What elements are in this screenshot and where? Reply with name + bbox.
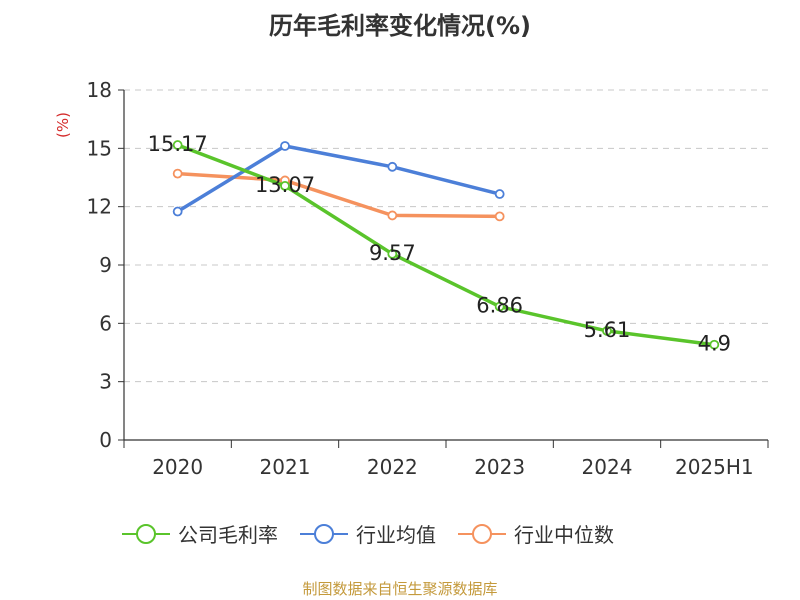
y-tick-label: 9 [99,253,112,277]
data-point [172,206,183,217]
y-axis-label: (%) [54,112,72,138]
legend-swatch [300,523,348,544]
source-note: 制图数据来自恒生聚源数据库 [302,580,498,598]
y-tick-label: 0 [99,428,112,452]
data-point [494,211,505,222]
data-label: 13.07 [255,173,315,197]
data-point [387,161,398,172]
y-tick-label: 15 [87,136,112,160]
x-tick-label: 2023 [474,455,525,479]
x-tick-label: 2024 [582,455,633,479]
legend-item: 行业中位数 [456,519,614,548]
x-tick-label: 2025H1 [675,455,754,479]
data-point [280,141,290,151]
data-point [280,180,290,191]
x-tick-label: 2021 [260,455,311,479]
y-tick-label: 3 [99,370,112,394]
x-tick-label: 2020 [152,455,203,479]
legend-swatch [458,523,506,544]
legend-swatch [122,523,170,544]
series-line [177,143,715,347]
y-tick-label: 18 [87,78,112,102]
y-tick-label: 12 [87,195,112,219]
data-point [172,168,183,179]
data-point [494,189,505,199]
legend-label: 公司毛利率 [178,523,278,547]
legend-label: 行业均值 [356,523,436,547]
data-point [387,249,398,259]
y-tick-label: 6 [99,311,112,335]
data-point [387,210,398,221]
chart-legend: 公司毛利率 行业均值 行业中位数 [120,519,614,548]
data-label: 5.61 [584,318,631,342]
data-point [709,339,720,350]
legend-item: 行业均值 [298,519,436,548]
data-point [602,326,612,336]
legend-item: 公司毛利率 [120,519,278,548]
x-tick-label: 2022 [367,455,418,479]
data-label: 4.9 [698,332,731,356]
data-point [494,301,505,312]
legend-label: 行业中位数 [514,523,614,547]
data-label: 6.86 [476,294,523,318]
data-label: 15.17 [148,132,208,156]
data-point [172,140,183,150]
data-label: 9.57 [369,241,416,265]
series-line [176,144,501,214]
chart-title: 历年毛利率变化情况(%) [269,12,531,40]
